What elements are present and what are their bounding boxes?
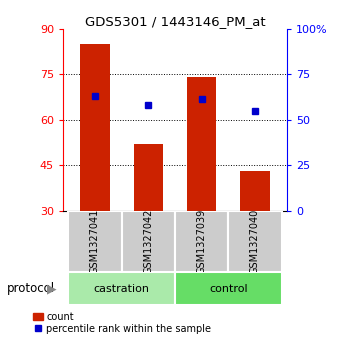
Bar: [68, 272, 175, 305]
Text: GSM1327042: GSM1327042: [144, 209, 153, 274]
Text: control: control: [209, 284, 248, 294]
Text: GSM1327040: GSM1327040: [250, 209, 260, 274]
Bar: [175, 211, 228, 272]
Title: GDS5301 / 1443146_PM_at: GDS5301 / 1443146_PM_at: [85, 15, 265, 28]
Bar: [68, 211, 122, 272]
Bar: [240, 171, 270, 211]
Text: castration: castration: [94, 284, 150, 294]
Text: GSM1327041: GSM1327041: [90, 209, 100, 274]
Bar: [80, 44, 110, 211]
Bar: [122, 211, 175, 272]
Legend: count, percentile rank within the sample: count, percentile rank within the sample: [33, 311, 211, 334]
Bar: [134, 144, 163, 211]
Text: ▶: ▶: [47, 282, 57, 295]
Text: GSM1327039: GSM1327039: [197, 209, 206, 274]
Bar: [228, 211, 282, 272]
Bar: [175, 272, 282, 305]
Text: protocol: protocol: [7, 282, 55, 295]
Bar: [187, 77, 216, 211]
